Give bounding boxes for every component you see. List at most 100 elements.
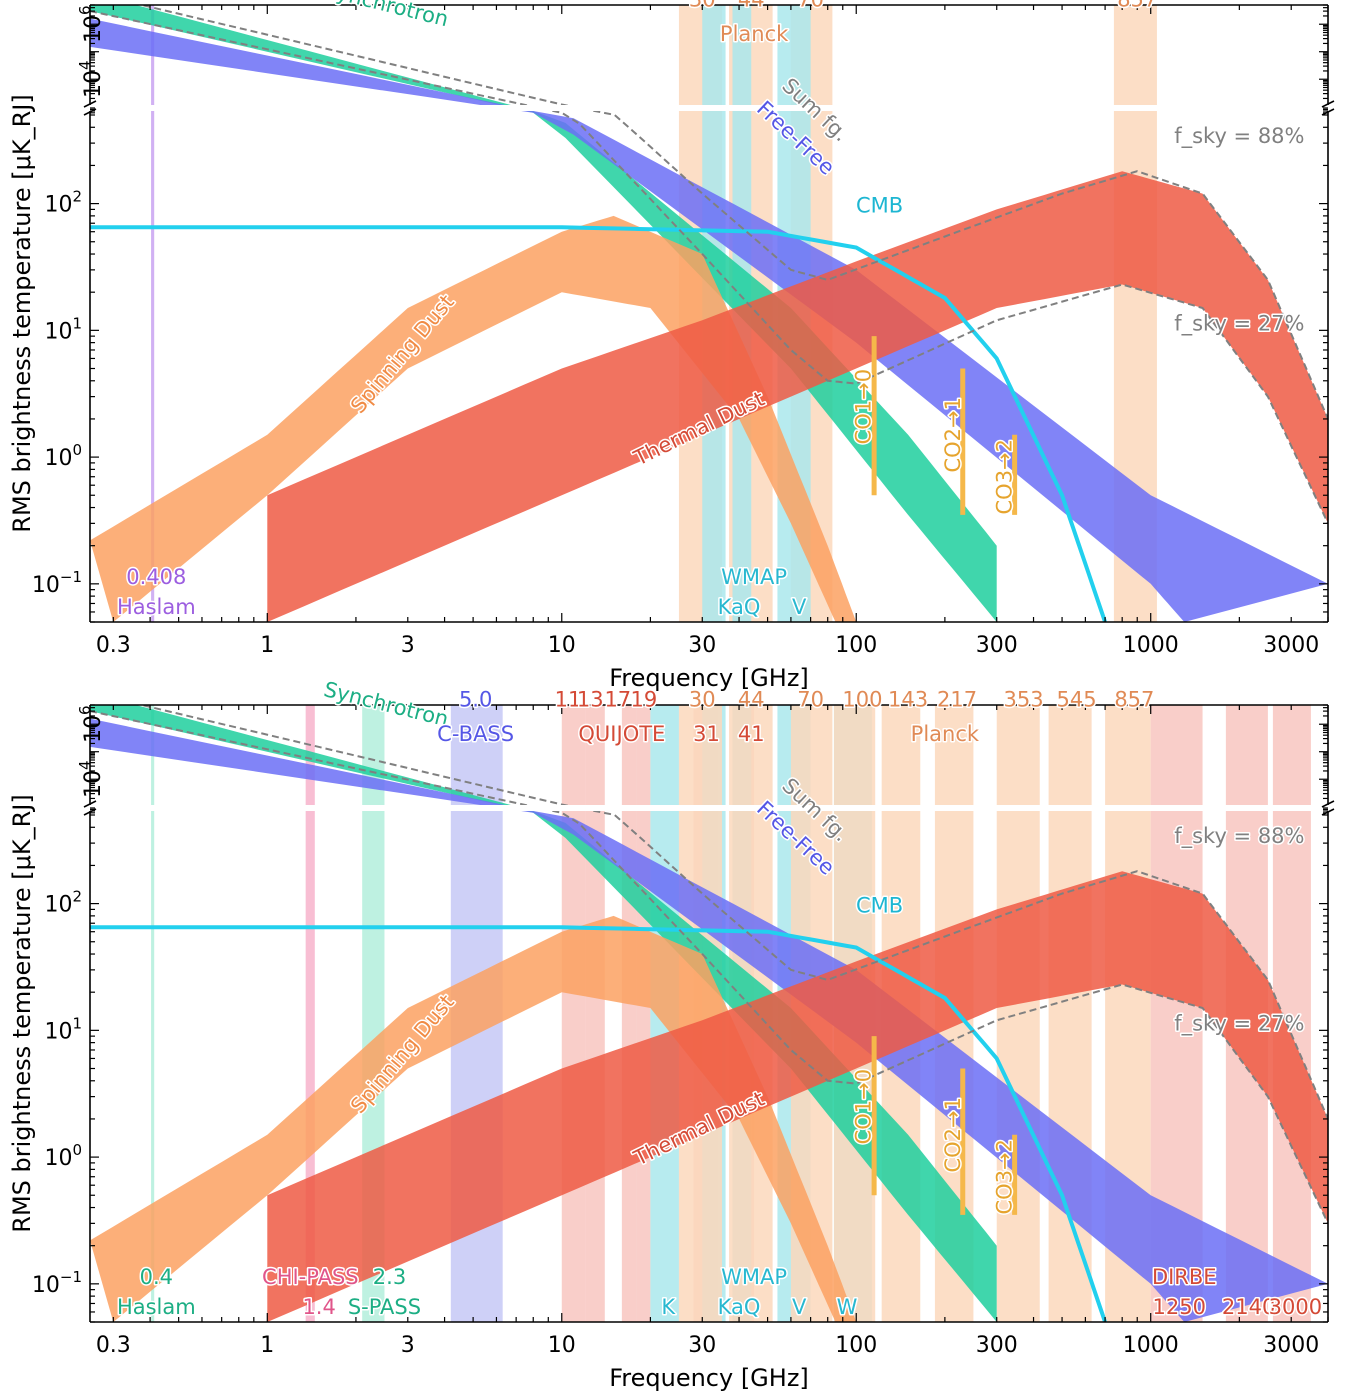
- label-wmap: WMAP: [721, 565, 787, 589]
- label-11: 11: [555, 687, 582, 711]
- x-tick-label: 1: [260, 633, 274, 658]
- x-ticks: [112, 705, 1329, 1322]
- y-tick-label: 100: [44, 1141, 82, 1171]
- label-v: V: [792, 595, 807, 619]
- label-quijote: QUIJOTE: [578, 722, 665, 746]
- label-545: 545: [1057, 687, 1097, 711]
- label-co2-1: CO2→1: [941, 397, 965, 473]
- x-tick-label: 30: [688, 633, 716, 658]
- label-synchrotron: Synchrotron: [321, 0, 451, 31]
- line-sum-fg-fsky-88: [137, 5, 1328, 420]
- label-353: 353: [1004, 687, 1044, 711]
- label-70: 70: [797, 0, 824, 11]
- y-tick-label: 104: [76, 60, 106, 98]
- x-tick-label: 3000: [1263, 1333, 1319, 1358]
- x-tick-label: 100: [835, 1333, 877, 1358]
- bottom-panel: 0.3 1 3 10 30 100 300 1000 300010−11001011021041…: [8, 676, 1335, 1392]
- band-quijote-7: [636, 705, 651, 1322]
- x-tick-label: 100: [835, 633, 877, 658]
- band-chi-pass-1: [305, 705, 315, 1322]
- label-kaq: KaQ: [718, 595, 761, 619]
- x-tick-label: 1000: [1123, 633, 1179, 658]
- label-2-3: 2.3: [373, 1265, 406, 1289]
- label-synchrotron: Synchrotron: [321, 677, 451, 731]
- label-217: 217: [937, 687, 977, 711]
- label-k: K: [661, 1295, 676, 1319]
- label-co3-2: CO3→2: [993, 1139, 1017, 1215]
- x-tick-label: 0.3: [96, 633, 131, 658]
- label-41: 41: [738, 722, 765, 746]
- x-tick-label: 300: [976, 1333, 1018, 1358]
- label-co1-0: CO1→0: [852, 369, 876, 445]
- label-0-4: 0.4: [140, 1265, 173, 1289]
- x-tick-label: 300: [976, 633, 1018, 658]
- label-13: 13: [577, 687, 604, 711]
- label-44: 44: [738, 687, 765, 711]
- band-quijote-6: [621, 705, 637, 1322]
- label-f-sky-88: f_sky = 88%: [1174, 824, 1304, 849]
- band-quijote-4: [561, 705, 586, 1322]
- band-spinning-dust: [90, 915, 857, 1322]
- band-haslam-7: [151, 5, 155, 622]
- y-tick-label: 102: [44, 188, 82, 218]
- label-1-4: 1.4: [302, 1295, 335, 1319]
- label-kaq: KaQ: [718, 1295, 761, 1319]
- band-planck-21: [996, 705, 1040, 1322]
- line-cmb: [90, 925, 1107, 1322]
- label-dirbe: DIRBE: [1152, 1265, 1217, 1289]
- label-5-0: 5.0: [459, 687, 492, 711]
- label-planck: Planck: [720, 22, 789, 46]
- label-0-408: 0.408: [126, 565, 186, 589]
- label-haslam: Haslam: [117, 595, 196, 619]
- x-tick-label: 10: [548, 1333, 576, 1358]
- band-spinning-dust: [90, 215, 857, 622]
- y-tick-label: 106: [76, 5, 106, 43]
- band-thermal-dust: [267, 871, 1328, 1322]
- line-sum-fg-fsky-88: [137, 705, 1328, 1120]
- label-haslam: Haslam: [117, 1295, 196, 1319]
- label-co3-2: CO3→2: [993, 439, 1017, 515]
- band-quijote-5: [585, 705, 605, 1322]
- axis-break-gap: [88, 105, 1330, 111]
- label-857: 857: [1117, 0, 1157, 11]
- line-cmb: [90, 225, 1107, 622]
- label-s-pass: S-PASS: [348, 1295, 421, 1319]
- y-tick-label: 100: [44, 441, 82, 471]
- plot-area: [90, 5, 1328, 622]
- label-co2-1: CO2→1: [941, 1097, 965, 1173]
- x-tick-label: 10: [548, 633, 576, 658]
- label-3000: 3000: [1269, 1295, 1322, 1319]
- label-w: W: [837, 1295, 858, 1319]
- label-planck: Planck: [911, 722, 980, 746]
- label-31: 31: [693, 722, 720, 746]
- y-tick-label: 101: [44, 314, 82, 344]
- y-tick-label: 10−1: [32, 568, 82, 598]
- x-tick-label: 1000: [1123, 1333, 1179, 1358]
- y-ticks: [90, 704, 1328, 1323]
- label-cmb: CMB: [856, 194, 903, 218]
- y-axis-title: RMS brightness temperature [μK_RJ]: [8, 94, 36, 532]
- x-tick-label: 3: [401, 633, 415, 658]
- label-1250: 1250: [1153, 1295, 1206, 1319]
- x-ticks: [112, 5, 1329, 622]
- x-tick-label: 3: [401, 1333, 415, 1358]
- y-ticks: [90, 4, 1328, 623]
- label-30: 30: [689, 687, 716, 711]
- x-tick-label: 0.3: [96, 1333, 131, 1358]
- label-cmb: CMB: [856, 894, 903, 918]
- label-19: 19: [630, 687, 657, 711]
- x-tick-label: 1: [260, 1333, 274, 1358]
- label-143: 143: [888, 687, 928, 711]
- y-tick-label: 106: [76, 705, 106, 743]
- label-c-bass: C-BASS: [437, 722, 514, 746]
- label-100: 100: [842, 687, 882, 711]
- plot-area: [90, 705, 1328, 1322]
- x-tick-label: 3000: [1263, 633, 1319, 658]
- label-30: 30: [689, 0, 716, 11]
- band-free-free: [90, 718, 1328, 1322]
- label-f-sky-88: f_sky = 88%: [1174, 124, 1304, 149]
- label-f-sky-27: f_sky = 27%: [1174, 311, 1304, 336]
- x-axis-title: Frequency [GHz]: [609, 664, 809, 692]
- x-tick-label: 30: [688, 1333, 716, 1358]
